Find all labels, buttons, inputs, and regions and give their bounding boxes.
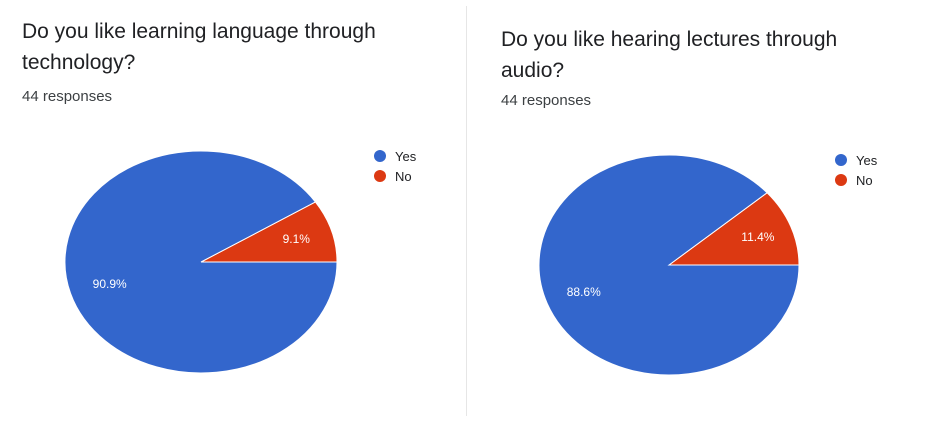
chart-title: Do you like learning language through te… — [22, 20, 376, 74]
legend-label-no: No — [395, 168, 412, 184]
legend-swatch-yes — [374, 150, 386, 162]
pie-slice-yes[interactable] — [538, 154, 800, 376]
chart-title: Do you like hearing lectures through aud… — [501, 28, 838, 82]
pie-chart-technology: 9.1% 90.9% — [64, 150, 338, 374]
response-count: 44 responses — [501, 92, 592, 109]
slice-label-yes: 90.9% — [93, 277, 127, 291]
legend-swatch-yes — [835, 154, 847, 166]
pie-slice-no[interactable] — [667, 192, 800, 266]
pie-chart-audio: 11.4% 88.6% — [538, 154, 800, 376]
legend-label-yes: Yes — [395, 148, 417, 164]
legend-swatch-no — [835, 174, 847, 186]
legend: Yes No — [374, 146, 416, 186]
legend-label-yes: Yes — [856, 152, 878, 168]
legend: Yes No — [835, 150, 877, 190]
chart-panel-technology: Do you like learning language through te… — [0, 0, 460, 410]
legend-item-yes[interactable]: Yes — [374, 146, 416, 166]
slice-label-no: 9.1% — [283, 232, 311, 246]
pie-slice-no[interactable] — [200, 201, 338, 263]
legend-label-no: No — [856, 172, 873, 188]
legend-swatch-no — [374, 170, 386, 182]
pie-slice-yes[interactable] — [64, 150, 338, 374]
slice-label-no: 11.4% — [741, 230, 774, 244]
legend-item-no[interactable]: No — [835, 170, 877, 190]
slice-label-yes: 88.6% — [567, 285, 601, 299]
chart-panel-audio: Do you like hearing lectures through aud… — [466, 6, 929, 416]
legend-item-yes[interactable]: Yes — [835, 150, 877, 170]
legend-item-no[interactable]: No — [374, 166, 416, 186]
response-count: 44 responses — [22, 88, 113, 105]
